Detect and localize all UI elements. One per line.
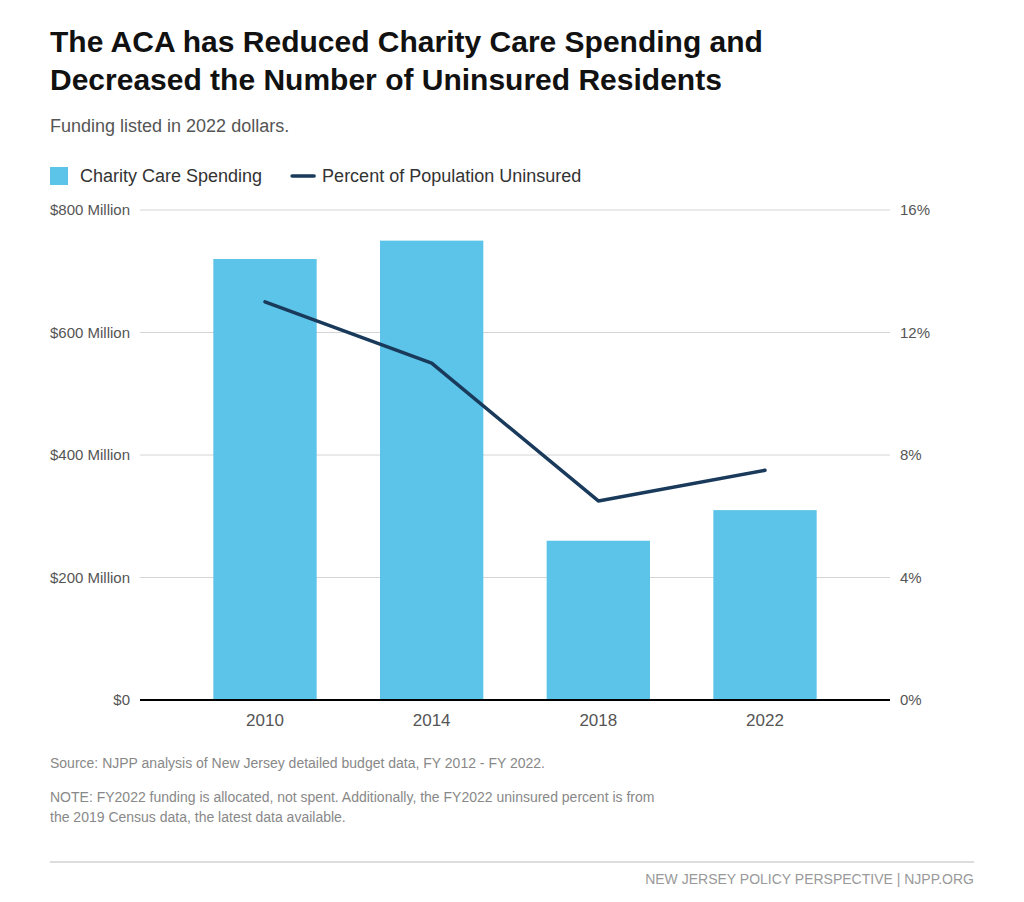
legend-swatch: [292, 174, 314, 178]
bar: [547, 541, 650, 700]
y2-axis: 0% 4% 8% 12% 16%: [900, 201, 930, 708]
title: The ACA has Reduced Charity Care Spendin…: [50, 25, 763, 58]
subtitle: Funding listed in 2022 dollars.: [50, 116, 289, 136]
y2-tick-label: 8%: [900, 446, 922, 463]
chart: The ACA has Reduced Charity Care Spendin…: [0, 0, 1024, 902]
bar: [213, 259, 316, 700]
y-tick-label: $0: [113, 691, 130, 708]
bar: [713, 510, 816, 700]
legend-label: Charity Care Spending: [80, 166, 262, 186]
marks: [213, 241, 816, 700]
legend-swatch: [50, 167, 68, 185]
annotation: the 2019 Census data, the latest data av…: [50, 809, 346, 825]
y-axis: $0 $200 Million $400 Million $600 Million $8…: [50, 201, 130, 708]
y2-tick-label: 16%: [900, 201, 930, 218]
grid-line: [140, 700, 890, 701]
x-tick-label: 2014: [413, 711, 451, 730]
bar-series: [213, 241, 816, 700]
annotation: Source: NJPP analysis of New Jersey deta…: [50, 755, 545, 771]
y-tick-label: $800 Million: [50, 201, 130, 218]
legend-item: Charity Care Spending: [50, 166, 262, 186]
y2-tick-label: 12%: [900, 324, 930, 341]
x-tick-label: 2022: [746, 711, 784, 730]
x-tick-label: 2010: [246, 711, 284, 730]
y-tick-label: $200 Million: [50, 569, 130, 586]
line: [265, 302, 765, 501]
x-axis: 2010 2014 2018 2022: [246, 711, 784, 730]
y-tick-label: $400 Million: [50, 446, 130, 463]
legend: Charity Care Spending Percent of Populati…: [50, 166, 581, 186]
y-tick-label: $600 Million: [50, 324, 130, 341]
y2-tick-label: 4%: [900, 569, 922, 586]
annotation: NOTE: FY2022 funding is allocated, not s…: [50, 789, 654, 805]
y2-tick-label: 0%: [900, 691, 922, 708]
bar: [380, 241, 483, 700]
x-tick-label: 2018: [579, 711, 617, 730]
footer: NEW JERSEY POLICY PERSPECTIVE | NJPP.ORG: [645, 871, 974, 887]
background: [0, 0, 1024, 902]
page: {"chart_data": { "type": "bar", "title":…: [0, 0, 1024, 902]
legend-item: Percent of Population Uninsured: [292, 166, 581, 186]
x-axis-line: [140, 699, 890, 701]
legend-label: Percent of Population Uninsured: [322, 166, 581, 186]
grid-line: [140, 210, 890, 211]
title: Decreased the Number of Uninsured Reside…: [50, 63, 722, 96]
footer-rule: [50, 862, 974, 863]
grid: [140, 210, 890, 700]
